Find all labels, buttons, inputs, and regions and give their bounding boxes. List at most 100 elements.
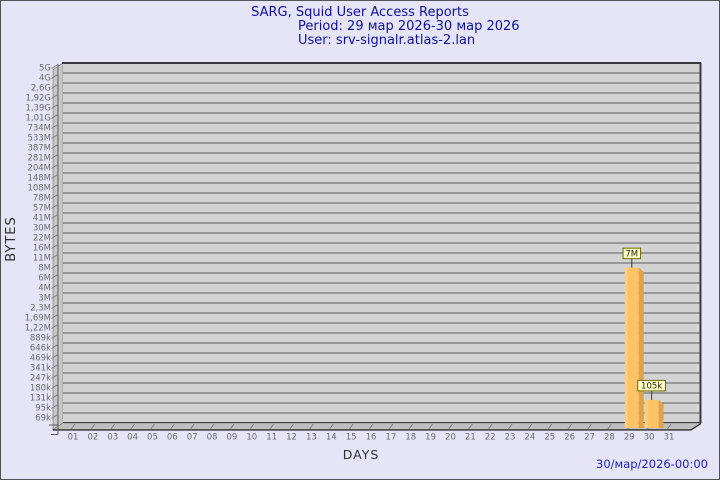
y-tick-connector bbox=[51, 303, 59, 309]
x-tick-label: 13 bbox=[306, 433, 317, 443]
y-tick-connector bbox=[51, 63, 59, 69]
chart-subtitles: Period: 29 мар 2026-30 мар 2026 User: sr… bbox=[298, 20, 520, 48]
x-tick-label: 06 bbox=[167, 433, 178, 443]
report-timestamp: 30/мар/2026-00:00 bbox=[596, 457, 708, 471]
x-tick-mark bbox=[467, 423, 473, 430]
y-tick-label: 78M bbox=[33, 194, 51, 204]
x-tick-mark bbox=[607, 423, 612, 430]
y-tick-connector bbox=[51, 313, 59, 319]
y-tick-connector bbox=[51, 83, 59, 89]
y-tick-label: 16M bbox=[33, 244, 51, 254]
x-tick-label: 04 bbox=[127, 433, 138, 443]
x-tick-label: 10 bbox=[246, 433, 257, 443]
bar-day30-highlight bbox=[644, 399, 648, 428]
y-tick-connector bbox=[51, 223, 59, 229]
x-tick-mark bbox=[150, 423, 155, 430]
y-tick-label: 8M bbox=[38, 264, 51, 274]
x-tick-label: 14 bbox=[326, 433, 337, 443]
y-tick-label: 469k bbox=[30, 354, 51, 364]
x-tick-label: 02 bbox=[87, 433, 98, 443]
y-tick-connector bbox=[51, 153, 59, 159]
x-tick-label: 07 bbox=[187, 433, 198, 443]
y-tick-label: 1,69M bbox=[25, 314, 51, 324]
x-tick-label: 30 bbox=[644, 433, 655, 443]
x-tick-mark bbox=[368, 423, 374, 430]
x-tick-mark bbox=[547, 423, 553, 430]
x-tick-label: 21 bbox=[465, 433, 476, 443]
y-tick-connector bbox=[51, 103, 59, 109]
y-tick-connector bbox=[51, 143, 59, 149]
plot-floor-edge bbox=[53, 422, 702, 431]
x-tick-mark bbox=[110, 423, 116, 430]
x-tick-label: 31 bbox=[664, 433, 675, 443]
y-tick-label: 734M bbox=[27, 124, 51, 134]
y-tick-label: 57M bbox=[33, 204, 51, 214]
y-tick-connector bbox=[51, 353, 59, 359]
x-tick-label: 11 bbox=[266, 433, 277, 443]
x-tick-label: 23 bbox=[505, 433, 516, 443]
y-tick-connector bbox=[51, 213, 59, 219]
x-tick-mark bbox=[448, 423, 453, 430]
y-tick-connector bbox=[51, 253, 59, 259]
y-tick-label: 646k bbox=[30, 344, 51, 354]
x-tick-mark bbox=[269, 423, 275, 430]
bar-day29 bbox=[624, 267, 639, 428]
bar-value-box bbox=[622, 247, 641, 260]
bar-day30 bbox=[644, 399, 659, 428]
bar-value-box bbox=[637, 379, 667, 392]
y-tick-label: 281M bbox=[27, 154, 51, 164]
y-tick-connector bbox=[51, 403, 59, 409]
x-tick-label: 05 bbox=[147, 433, 158, 443]
y-tick-connector bbox=[51, 373, 59, 379]
y-tick-connector bbox=[51, 163, 59, 169]
chart-user: User: srv-signalr.atlas-2.lan bbox=[298, 33, 476, 48]
y-tick-label: 2,3M bbox=[30, 304, 51, 314]
x-tick-label: 27 bbox=[584, 433, 595, 443]
y-tick-connector bbox=[51, 173, 59, 179]
x-tick-mark bbox=[587, 423, 592, 430]
x-tick-mark bbox=[289, 423, 294, 430]
y-tick-connector bbox=[51, 343, 59, 349]
x-tick-mark bbox=[348, 423, 354, 430]
y-tick-label: 148M bbox=[27, 174, 51, 184]
y-tick-label: 131k bbox=[30, 394, 51, 404]
y-tick-label: 1,39G bbox=[25, 104, 51, 114]
y-tick-label: 341k bbox=[30, 364, 51, 374]
y-tick-connector bbox=[51, 243, 59, 249]
x-tick-mark bbox=[130, 423, 135, 430]
y-tick-connector bbox=[51, 123, 59, 129]
y-tick-label: 4M bbox=[38, 284, 51, 294]
x-tick-label: 29 bbox=[624, 433, 635, 443]
x-tick-mark bbox=[90, 423, 96, 430]
x-tick-mark bbox=[309, 423, 314, 430]
x-tick-mark bbox=[527, 423, 533, 430]
y-tick-connector bbox=[51, 133, 59, 139]
x-tick-mark bbox=[249, 423, 255, 430]
x-tick-mark bbox=[408, 423, 414, 430]
bar-day29-side bbox=[638, 267, 644, 428]
y-tick-connector bbox=[51, 323, 59, 329]
y-tick-connector bbox=[51, 193, 59, 199]
x-tick-label: 12 bbox=[286, 433, 297, 443]
bar-value-label: 7M bbox=[625, 249, 638, 259]
x-tick-mark bbox=[428, 423, 433, 430]
y-tick-label: 108M bbox=[27, 184, 51, 194]
x-tick-mark bbox=[209, 423, 215, 430]
x-tick-label: 03 bbox=[107, 433, 118, 443]
y-tick-label: 22M bbox=[33, 234, 51, 244]
x-tick-mark bbox=[507, 423, 513, 430]
y-tick-connector bbox=[51, 93, 59, 99]
x-tick-label: 09 bbox=[227, 433, 238, 443]
x-tick-label: 18 bbox=[405, 433, 416, 443]
y-tick-label: 533M bbox=[27, 134, 51, 144]
y-tick-label: 889k bbox=[30, 334, 51, 344]
y-tick-label: 95k bbox=[35, 404, 51, 414]
x-tick-label: 24 bbox=[525, 433, 536, 443]
x-tick-label: 16 bbox=[366, 433, 377, 443]
y-tick-label: 30M bbox=[33, 224, 51, 234]
y-tick-connector bbox=[51, 413, 59, 419]
y-tick-connector bbox=[51, 113, 59, 119]
x-tick-mark bbox=[388, 423, 394, 430]
y-tick-connector bbox=[51, 203, 59, 209]
